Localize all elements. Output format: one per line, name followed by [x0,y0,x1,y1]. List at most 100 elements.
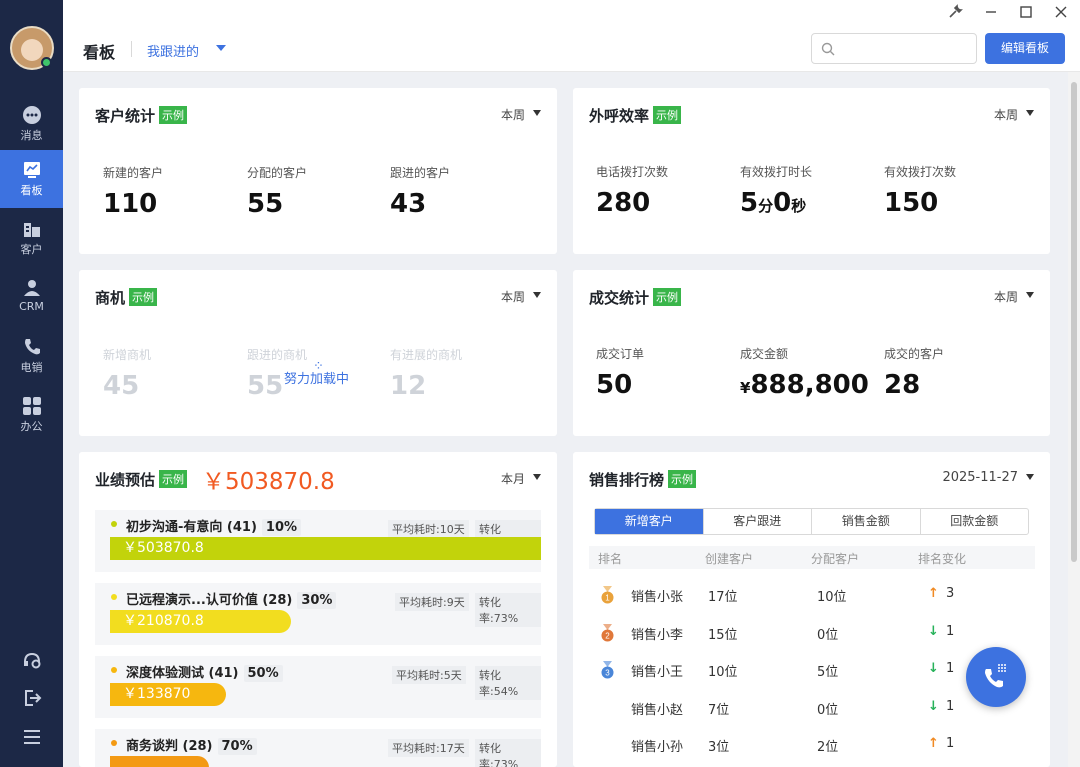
column-header: 分配客户 [811,552,860,566]
stage-name: 商务谈判 (28) 70% [126,735,257,755]
ranking-table-header: 排名 创建客户 分配客户 排名变化 [589,546,1035,569]
stat-progressed-opportunities: 有进展的商机 12 [390,348,463,401]
sample-tag: 示例 [159,106,188,124]
edit-dashboard-button[interactable]: 编辑看板 [985,33,1065,64]
chevron-down-icon[interactable] [216,45,226,51]
ranking-row[interactable]: 2 销售小李 15位 0位 ↓ 1 [589,618,1035,648]
stage-avg-time: 平均耗时:9天 [395,593,469,611]
stage-name: 已远程演示...认可价值 (28) 30% [126,589,337,609]
pipeline-stage[interactable]: 已远程演示...认可价值 (28) 30% 平均耗时:9天 转化率:73% ￥21087… [95,583,541,645]
sidebar-item-dashboard[interactable]: 看板 [0,150,63,208]
sidebar-item-messages[interactable]: 消息 [0,95,63,153]
scope-filter-dropdown[interactable]: 我跟进的 [147,45,200,60]
salesperson-name: 销售小王 [631,665,684,680]
minimize-icon[interactable] [983,4,999,20]
user-avatar[interactable] [10,26,54,70]
salesperson-name: 销售小赵 [631,702,684,718]
rank-medal-icon: 2 [601,623,614,641]
sidebar-item-telesales[interactable]: 电销 [0,327,63,385]
tab-sales-amount[interactable]: 销售金额 [812,509,921,534]
stage-conversion: 转化率:73% [475,593,541,627]
search-input[interactable] [811,33,977,64]
scrollbar-thumb[interactable] [1071,82,1077,562]
chevron-down-icon[interactable] [533,292,541,298]
chevron-down-icon[interactable] [1026,474,1034,480]
ranking-row[interactable]: 销售小孙 3位 2位 ↑ 1 [589,730,1035,760]
ranking-tabs: 新增客户 客户跟进 销售金额 回款金额 [594,508,1029,535]
chevron-down-icon[interactable] [1026,292,1034,298]
sidebar-item-office[interactable]: 办公 [0,386,63,444]
logout-icon[interactable] [22,688,42,708]
customer-stats-card: 客户统计 示例 本周 新建的客户 110 分配的客户 55 跟进的客户 43 [79,88,557,254]
stat-call-duration: 有效拨打时长 5分0秒 [740,165,813,218]
settings-wrench-icon[interactable] [947,4,963,20]
created-customers: 15位 [708,627,738,643]
dashboard-icon [23,162,40,178]
sidebar-item-label: 消息 [20,129,43,142]
tab-payment-amount[interactable]: 回款金额 [950,514,999,528]
sidebar-item-label: CRM [19,300,44,313]
stat-effective-calls: 有效拨打次数 150 [884,165,957,218]
period-select[interactable]: 本月 [500,472,525,486]
search-icon [821,42,835,56]
period-select[interactable]: 本周 [500,108,525,122]
ranking-row[interactable]: 1 销售小张 17位 10位 ↑ 3 [589,580,1035,610]
loading-spinner-icon: ⁘ [313,359,324,374]
pipeline-stage[interactable]: 深度体验测试 (41) 50% 平均耗时:5天 转化率:54% ￥133870 [95,656,541,718]
apps-icon [22,397,41,415]
column-header: 排名变化 [918,552,967,566]
menu-icon[interactable] [22,727,42,747]
sidebar-item-crm[interactable]: CRM [0,268,63,326]
pipeline-stage[interactable]: 初步沟通-有意向 (41)10%平均耗时:10天转化率:63%￥503870.8 [95,510,541,572]
assigned-customers: 0位 [817,627,839,643]
rank-change-arrow-icon: ↓ [928,623,939,639]
window-titlebar [63,0,1080,24]
ranking-row[interactable]: 3 销售小王 10位 5位 ↓ 1 [589,655,1035,685]
dial-button[interactable] [966,647,1026,707]
stage-avg-time: 平均耗时:10天 [388,520,469,538]
sample-tag: 示例 [159,470,188,488]
call-efficiency-card: 外呼效率 示例 本周 电话拨打次数 280 有效拨打时长 5分0秒 有效拨打次数 150 [573,88,1050,254]
stat-deal-amount: 成交金额 ¥888,800 [740,347,869,400]
tab-customer-followup[interactable]: 客户跟进 [704,509,812,534]
maximize-icon[interactable] [1018,4,1034,20]
ranking-row[interactable]: 销售小赵 7位 0位 ↓ 1 [589,693,1035,723]
pipeline-stage[interactable]: 商务谈判 (28) 70% 平均耗时:17天 转化率:73% [95,729,541,767]
page-title: 看板 [83,43,116,62]
close-icon[interactable] [1053,4,1069,20]
rank-medal-icon: 1 [601,586,614,604]
date-select[interactable]: 2025-11-27 [942,470,1018,485]
tab-new-customers[interactable]: 新增客户 [595,509,704,534]
sample-tag: 示例 [653,288,682,306]
sidebar-item-label: 看板 [20,184,43,197]
sidebar-item-label: 电销 [20,361,43,374]
sample-tag: 示例 [668,470,697,488]
loading-text: 努力加载中 [284,372,350,387]
period-select[interactable]: 本周 [993,290,1018,304]
scrollbar[interactable] [1068,72,1080,767]
stat-deal-orders: 成交订单 50 [596,347,645,400]
chevron-down-icon[interactable] [1026,110,1034,116]
chevron-down-icon[interactable] [533,474,541,480]
period-select[interactable]: 本周 [993,108,1018,122]
deal-stats-card: 成交统计 示例 本周 成交订单 50 成交金额 ¥888,800 成交的客户 28 [573,270,1050,436]
card-title: 业绩预估 示例 [95,469,188,490]
period-select[interactable]: 本周 [500,290,525,304]
rank-change-value: 1 [946,623,955,639]
rank-change-arrow-icon: ↑ [928,586,939,601]
stat-followed-opportunities: 跟进的商机 55 [247,348,308,401]
created-customers: 17位 [708,590,738,605]
chevron-down-icon[interactable] [533,110,541,116]
stage-percent: 10% [261,519,302,536]
sample-tag: 示例 [129,288,158,306]
created-customers: 10位 [708,665,738,680]
assigned-customers: 2位 [817,740,839,755]
card-title: 外呼效率 示例 [589,105,682,126]
stage-dot [111,521,117,527]
headset-settings-icon[interactable] [22,650,42,670]
stage-dot [111,594,117,600]
card-title: 客户统计 示例 [95,105,188,126]
svg-text:3: 3 [605,669,610,678]
sidebar: 消息 看板 客户 CRM 电销 办公 [0,0,63,767]
sidebar-item-customers[interactable]: 客户 [0,209,63,267]
